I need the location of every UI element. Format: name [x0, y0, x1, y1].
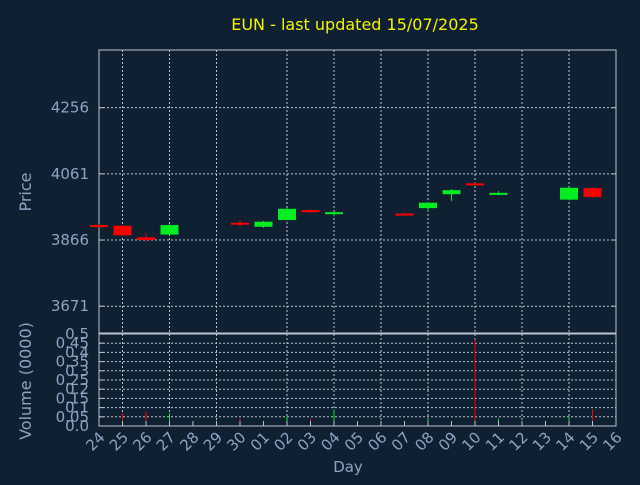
candle-body-up — [160, 225, 179, 235]
candle-body-down — [301, 210, 320, 213]
candle-body-down — [231, 222, 249, 225]
price-plot-border — [98, 49, 617, 334]
x-tick-label: 30 — [223, 428, 249, 454]
candle-body-up — [419, 202, 437, 209]
x-tick-label: 15 — [576, 428, 602, 454]
x-tick-label: 06 — [364, 428, 390, 454]
x-tick-label: 12 — [505, 428, 531, 454]
volume-tick-label: 0.3 — [65, 362, 89, 380]
x-tick-label: 28 — [176, 428, 202, 454]
volume-tick-label: 0.0 — [65, 417, 89, 435]
candle-body-up — [278, 208, 296, 221]
x-tick-label: 08 — [411, 428, 437, 454]
x-tick-label: 25 — [106, 428, 132, 454]
price-axis-label: Price — [16, 172, 35, 211]
candle-body-down — [90, 225, 108, 228]
x-tick-label: 10 — [458, 428, 484, 454]
x-tick-label: 05 — [341, 428, 367, 454]
volume-tick-label: 0.35 — [56, 353, 89, 371]
price-tick-label: 4061 — [51, 165, 89, 183]
volume-tick-label: 0.15 — [56, 389, 89, 407]
chart-title: EUN - last updated 15/07/2025 — [231, 15, 479, 34]
x-tick-label: 01 — [247, 428, 273, 454]
candle-body-down — [583, 188, 602, 197]
candle-body-up — [442, 190, 461, 195]
price-tick-label: 4256 — [51, 99, 89, 117]
x-tick-label: 02 — [270, 428, 296, 454]
x-tick-label: 11 — [482, 428, 508, 454]
candle-body-down — [137, 237, 155, 241]
volume-tick-label: 0.4 — [65, 343, 89, 361]
volume-axis-label: Volume (0000) — [16, 322, 35, 440]
volume-tick-label: 0.25 — [56, 371, 89, 389]
x-tick-label: 26 — [129, 428, 155, 454]
price-tick-label: 3866 — [51, 231, 89, 249]
x-tick-label: 04 — [317, 428, 343, 454]
candle-body-down — [466, 183, 484, 186]
price-tick-label: 3671 — [51, 297, 89, 315]
x-tick-label: 07 — [388, 428, 414, 454]
x-tick-label: 09 — [435, 428, 461, 454]
x-tick-label: 13 — [529, 428, 555, 454]
volume-tick-label: 0.45 — [56, 334, 89, 352]
volume-tick-label: 0.1 — [65, 399, 89, 417]
candle-body-down — [113, 225, 132, 236]
x-tick-label: 27 — [153, 428, 179, 454]
volume-tick-label: 0.2 — [65, 380, 89, 398]
x-tick-label: 03 — [294, 428, 320, 454]
volume-panel: 0.50.450.40.350.30.250.20.150.10.050.0 — [56, 325, 617, 435]
x-tick-label: 16 — [599, 428, 625, 454]
x-tick-label: 29 — [200, 428, 226, 454]
candle-body-up — [325, 212, 343, 215]
volume-tick-label: 0.05 — [56, 408, 89, 426]
candle-body-up — [254, 221, 273, 227]
candle-body-up — [489, 192, 508, 195]
price-panel: 4256 4061 3866 3671 — [51, 49, 617, 334]
candle-body-up — [560, 187, 578, 200]
x-tick-label: 14 — [552, 428, 578, 454]
candle-body-down — [395, 213, 414, 216]
x-axis-label: Day — [333, 458, 363, 476]
volume-tick-label: 0.5 — [65, 325, 89, 343]
